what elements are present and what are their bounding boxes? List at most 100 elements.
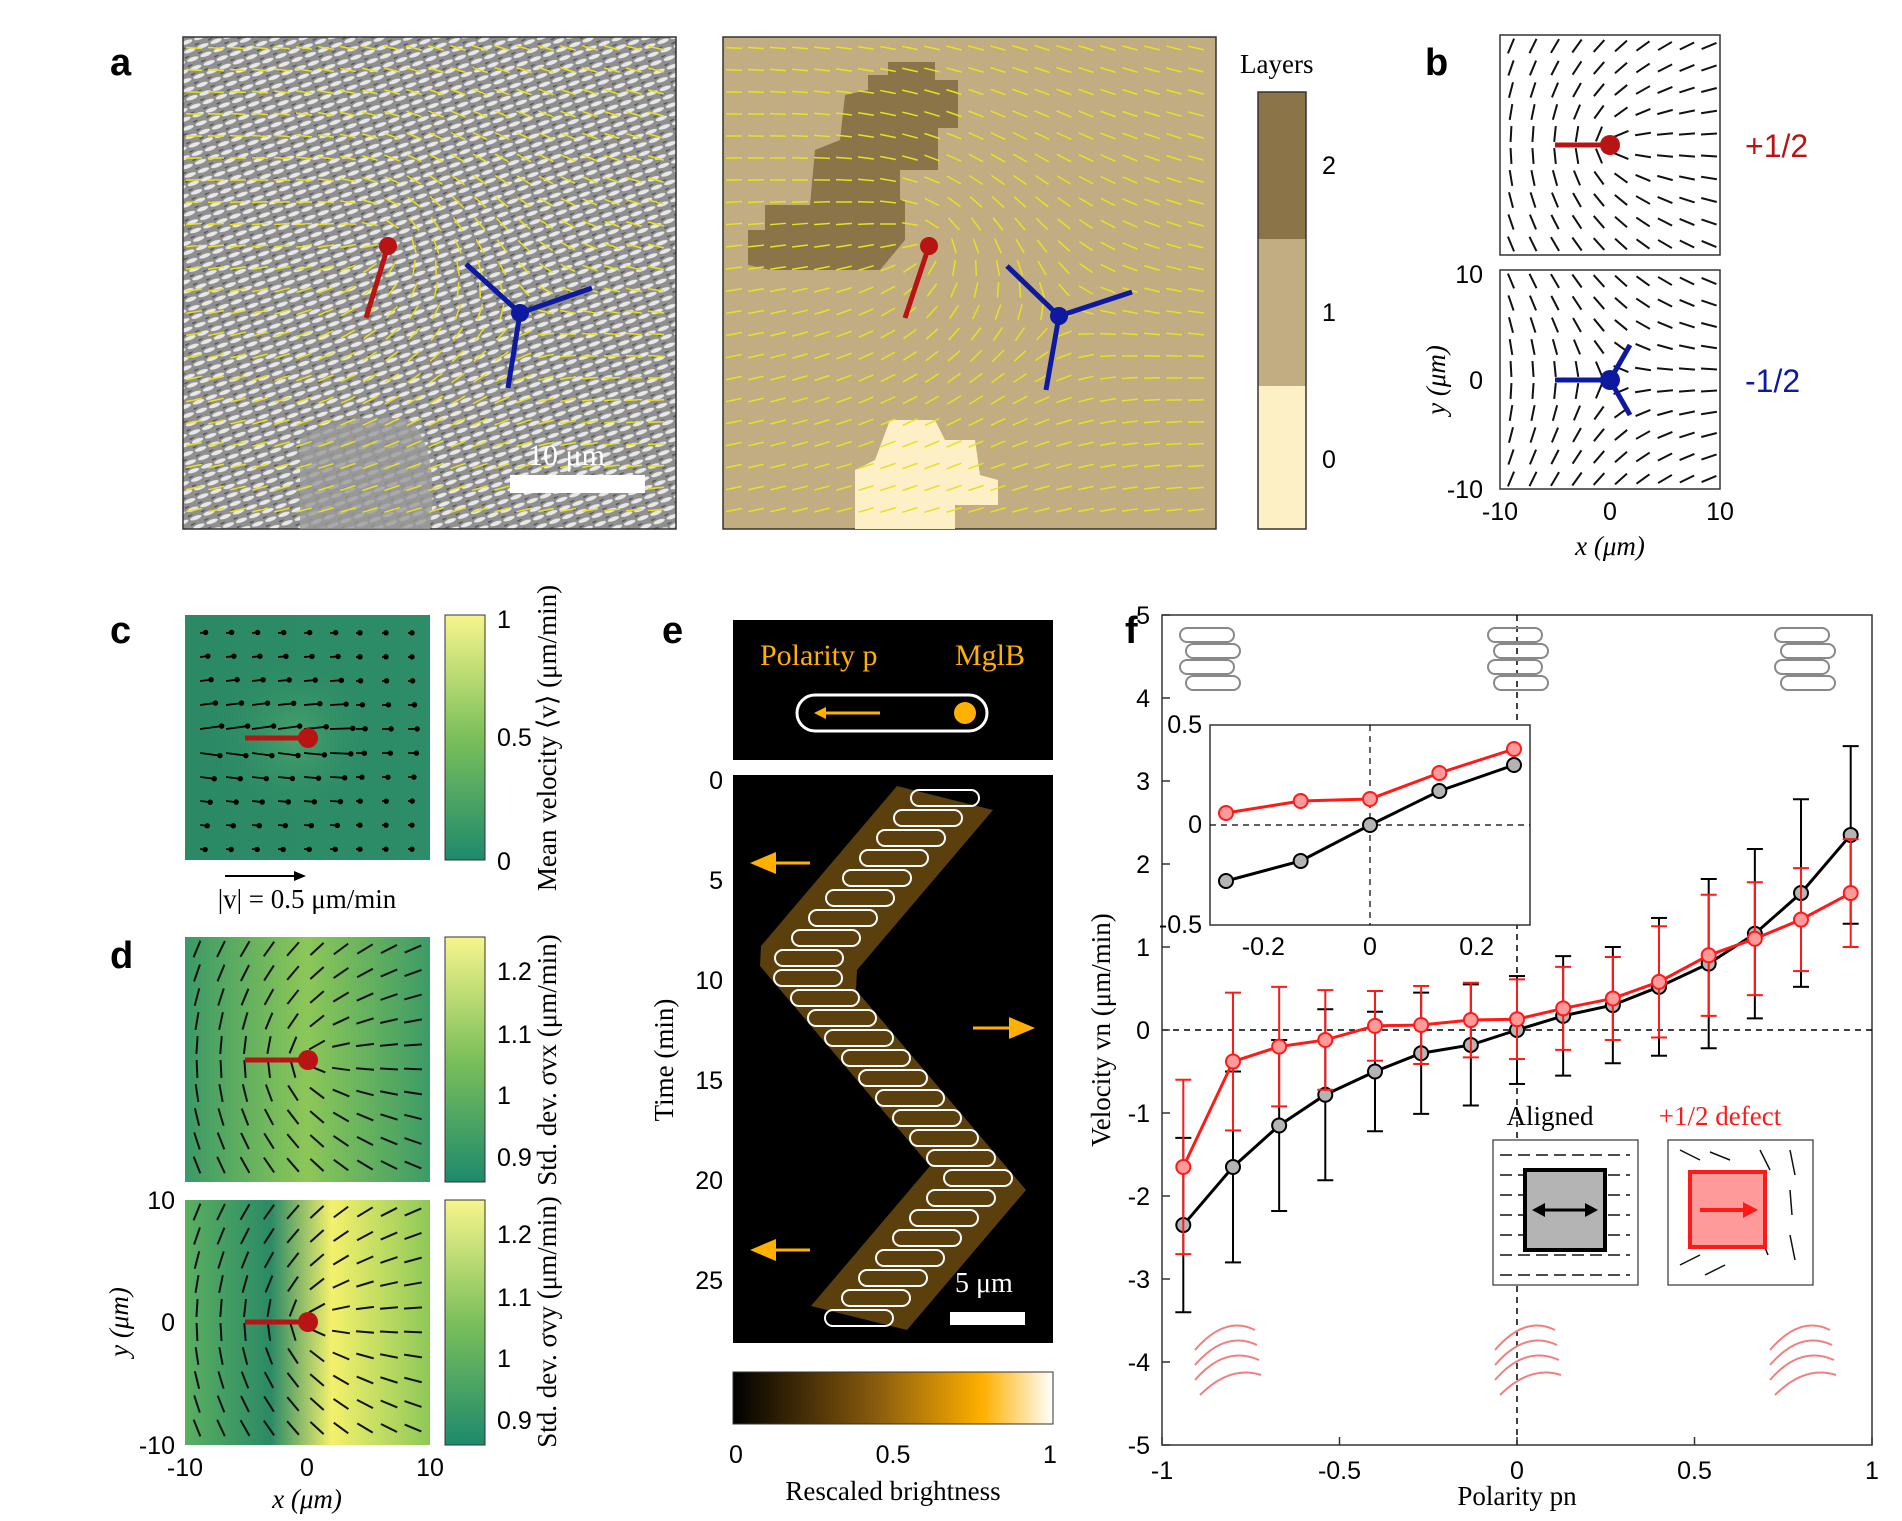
f-xlabel: Polarity pn: [1457, 1481, 1577, 1511]
panel-letter-c: c: [110, 610, 131, 652]
minus-half-defect-map: [1005, 264, 1133, 391]
director-field: [185, 44, 665, 514]
legend-aligned: Aligned: [1492, 1101, 1639, 1286]
data-point: [1604, 990, 1621, 1007]
panel-d-axes: 10 0 -10 -10 0 10 x (μm) y (μm): [104, 1187, 444, 1514]
dx-cbar-label: Std. dev. σvx (μm/min): [532, 934, 562, 1186]
data-point: [1317, 1031, 1334, 1048]
inset-point: [1218, 805, 1234, 821]
dx-cbar-tick-1.1: 1.1: [497, 1021, 532, 1049]
plus-half-defect-core: [379, 237, 397, 255]
cell-pictograms-top: [1179, 627, 1836, 691]
inset-point: [1292, 853, 1309, 869]
dy-cbar-label: Std. dev. σvy (μm/min): [532, 1196, 562, 1448]
inset-point: [1506, 741, 1522, 757]
kymograph-time-axis: 0 5 10 15 20 25 Time (min): [649, 767, 723, 1295]
panel-b-axes: 10 0 -10 -10 0 10 x (μm) y (μm): [1421, 261, 1734, 561]
data-point: [1746, 930, 1763, 947]
inset-xtick-label: 0.2: [1459, 933, 1494, 961]
f-ytick-label: -5: [1128, 1432, 1150, 1460]
f-ytick-label: -4: [1128, 1349, 1150, 1377]
e-cbar-label: Rescaled brightness: [785, 1476, 1000, 1506]
f-ytick-label: -1: [1128, 1100, 1150, 1128]
b-xtick--10: -10: [1482, 498, 1518, 526]
f-ytick-label: 4: [1136, 685, 1150, 713]
e-ytick-0: 0: [709, 767, 723, 795]
dy-cbar-tick-0.9: 0.9: [497, 1407, 532, 1435]
mglb-label: MglB: [955, 639, 1025, 672]
dx-cbar-tick-1.2: 1.2: [497, 958, 532, 986]
plus-half-defect-map-core: [920, 237, 938, 255]
layers-title: Layers: [1240, 49, 1313, 79]
inset-point: [1431, 765, 1448, 781]
e-ytick-5: 5: [709, 867, 723, 895]
mean-velocity-field: [185, 615, 430, 860]
f-xtick-label: 1: [1865, 1457, 1879, 1485]
layer-0-region: [855, 420, 998, 529]
layers-colorbar: Layers 2 1 0: [1240, 49, 1336, 530]
panel-letter-a: a: [110, 42, 132, 84]
b-ytick-0: 0: [1469, 367, 1483, 395]
data-point: [1225, 1158, 1241, 1175]
d-ytick--10: -10: [139, 1432, 175, 1460]
f-ytick-label: 1: [1136, 934, 1150, 962]
data-point: [1555, 1000, 1572, 1017]
e-cbar-tick-0: 0: [729, 1441, 743, 1469]
f-xtick-label: 0: [1510, 1457, 1524, 1485]
dy-cbar-tick-1: 1: [497, 1345, 511, 1373]
brightness-colorbar: 0 0.5 1 Rescaled brightness: [729, 1371, 1057, 1506]
velocity-colorbar: 1 0.5 0 Mean velocity ⟨v⟩ (μm/min): [444, 585, 562, 891]
data-point: [1462, 1012, 1479, 1029]
std-vx-colorbar: 1.2 1.1 1 0.9 Std. dev. σvx (μm/min): [444, 934, 562, 1186]
layer-tick-0: 0: [1322, 446, 1336, 474]
f-ytick-label: 3: [1136, 768, 1150, 796]
legend-defect-label: +1/2 defect: [1659, 1101, 1782, 1131]
c-cbar-tick-0.5: 0.5: [497, 724, 532, 752]
b-ytick-10: 10: [1455, 261, 1483, 289]
dx-cbar-tick-0.9: 0.9: [497, 1144, 532, 1172]
d-ylabel: y (μm): [104, 1287, 134, 1360]
data-point: [1842, 885, 1859, 902]
minus-half-label: -1/2: [1745, 363, 1800, 399]
f-ytick-label: -2: [1128, 1183, 1150, 1211]
panel-letter-d: d: [110, 935, 133, 977]
inset-chart: 0.5 0 -0.5 -0.2 0 0.2: [1159, 711, 1531, 961]
f-xtick-label: -1: [1151, 1457, 1173, 1485]
layer-tick-1: 1: [1322, 299, 1336, 327]
data-point: [1509, 1011, 1525, 1028]
e-ylabel: Time (min): [649, 999, 679, 1122]
dx-cbar-tick-1: 1: [497, 1082, 511, 1110]
data-point: [1793, 911, 1809, 928]
plus-half-defect-map: [902, 245, 932, 319]
b-xtick-10: 10: [1706, 498, 1734, 526]
velocity-scale-label: |v| = 0.5 μm/min: [218, 884, 397, 914]
minus-half-defect-map-core: [1050, 307, 1068, 325]
d-xtick-10: 10: [416, 1454, 444, 1482]
kymograph: 5 μm: [733, 775, 1053, 1343]
minus-half-defect: [464, 262, 593, 389]
scale-bar: [510, 475, 645, 493]
f-ytick-label: -3: [1128, 1266, 1150, 1294]
inset-ytick-label: -0.5: [1159, 911, 1202, 939]
data-point: [1367, 1017, 1383, 1034]
inset-point: [1362, 817, 1378, 833]
plus-half-defect: [363, 245, 391, 319]
dy-cbar-tick-1.2: 1.2: [497, 1221, 532, 1249]
data-point: [1175, 1158, 1192, 1175]
panel-letter-b: b: [1425, 42, 1448, 84]
d-ytick-10: 10: [147, 1187, 175, 1215]
data-point: [1700, 947, 1717, 964]
std-vy-colorbar: 1.2 1.1 1 0.9 Std. dev. σvy (μm/min): [444, 1196, 562, 1448]
series-defect: [1175, 838, 1859, 1256]
e-cbar-tick-1: 1: [1043, 1441, 1057, 1469]
plus-half-label: +1/2: [1745, 128, 1808, 164]
inset-point: [1506, 757, 1522, 773]
cell-schematic: Polarity p MglB: [733, 620, 1053, 760]
director-field-map: [725, 44, 1205, 514]
b-ytick--10: -10: [1447, 476, 1483, 504]
c-cbar-label: Mean velocity ⟨v⟩ (μm/min): [532, 585, 562, 891]
b-ylabel: y (μm): [1421, 345, 1451, 418]
d-xtick--10: -10: [167, 1454, 203, 1482]
d-xlabel: x (μm): [271, 1484, 342, 1514]
